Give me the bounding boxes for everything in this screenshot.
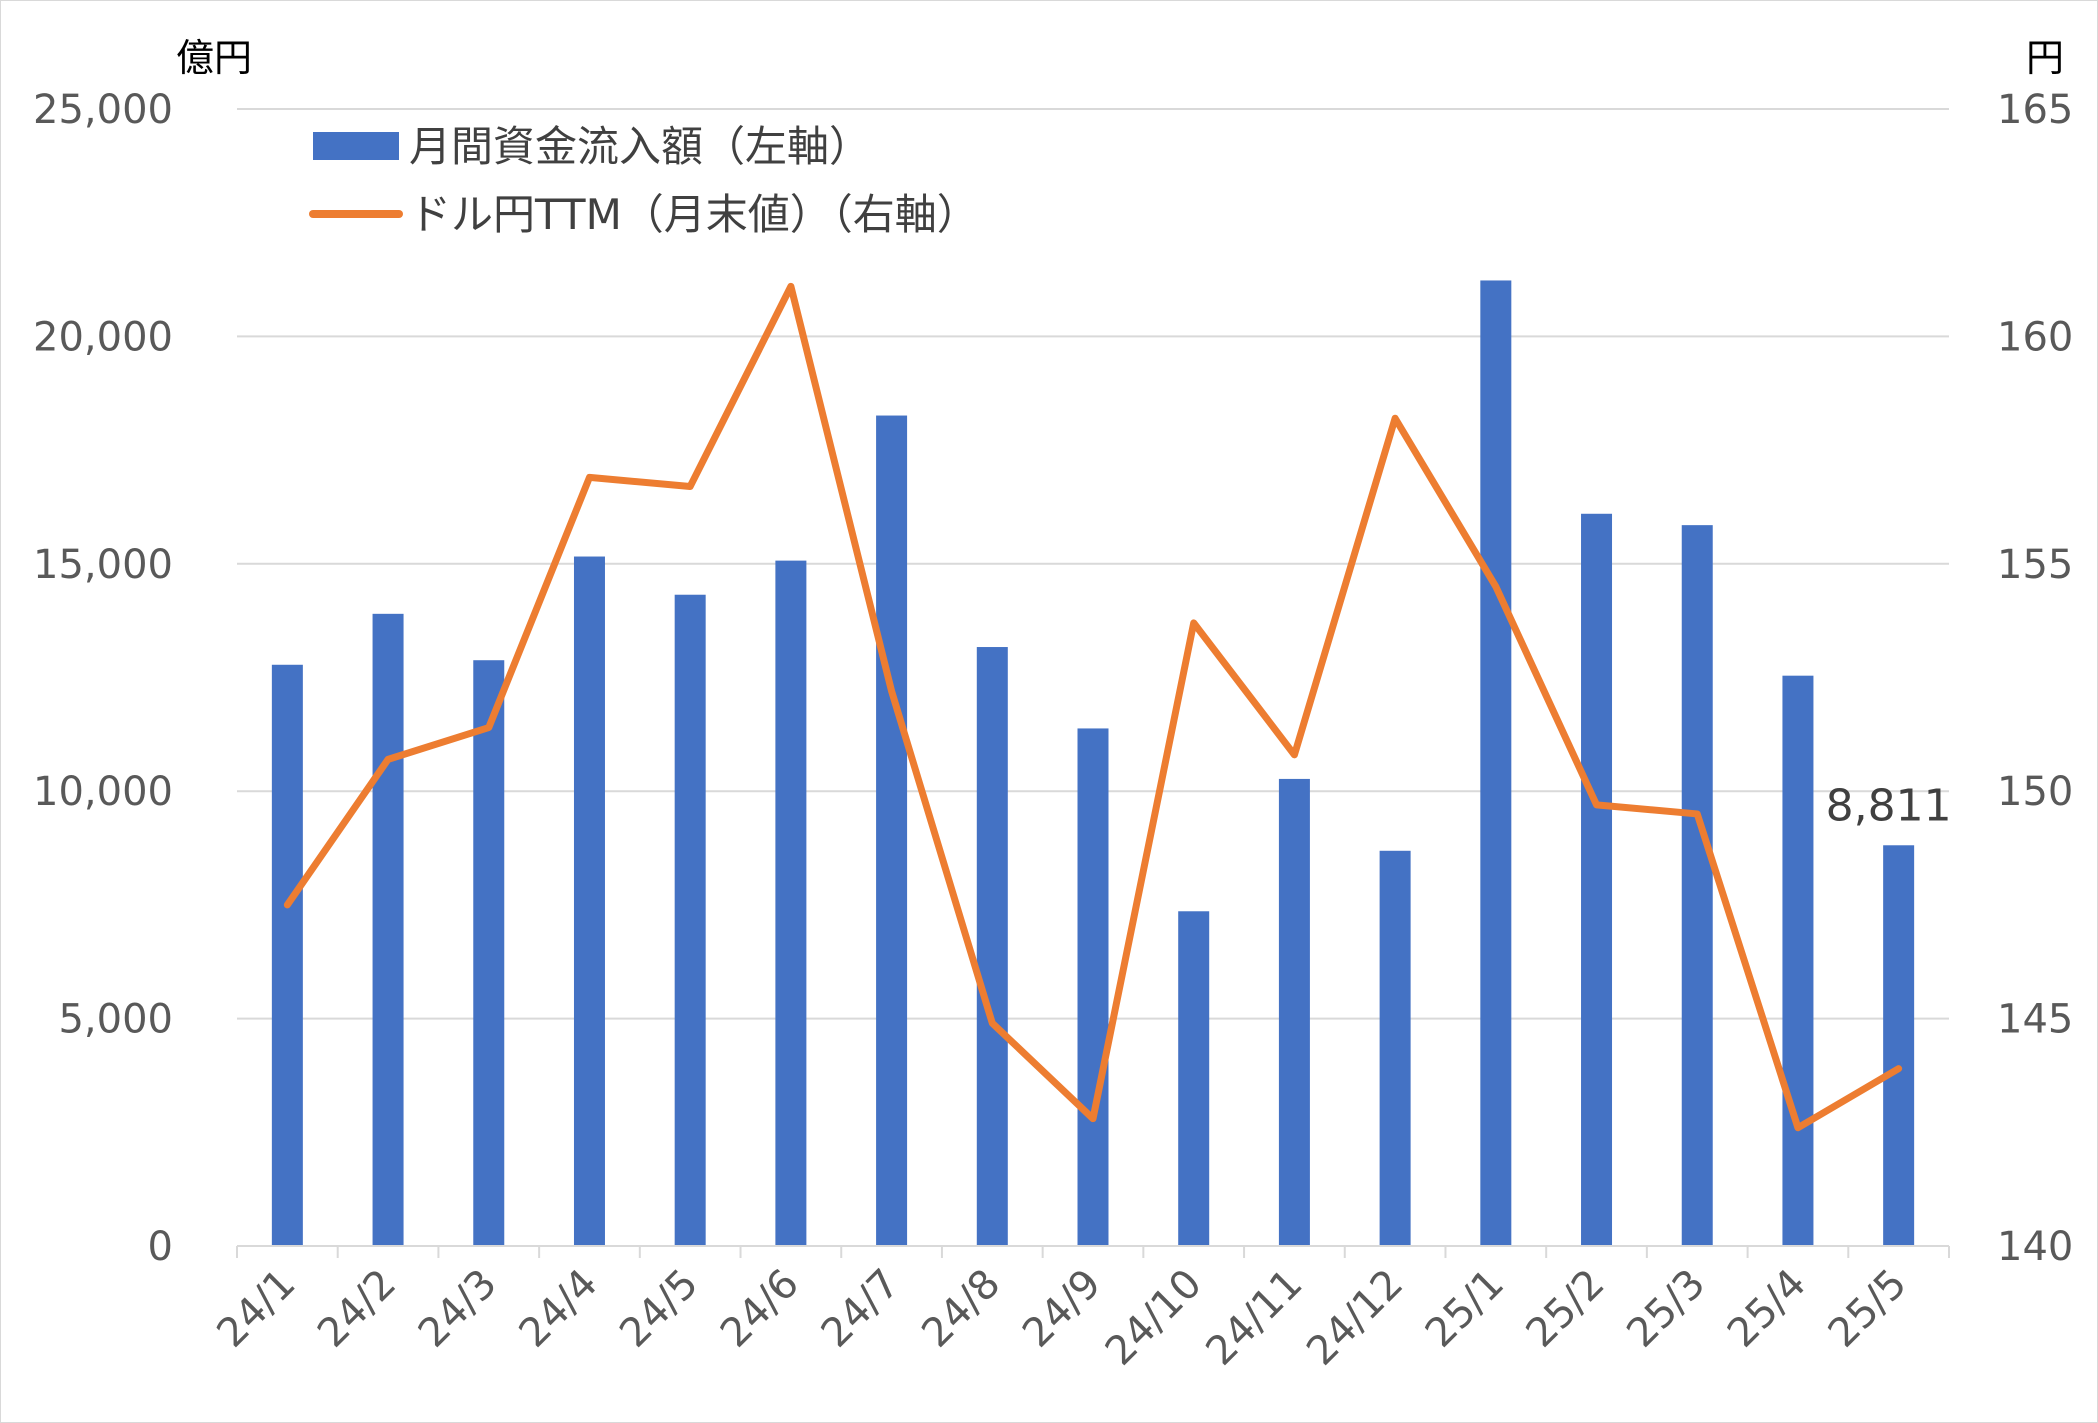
bar: [473, 660, 505, 1246]
line-point: [1193, 622, 1195, 624]
line-point: [588, 476, 590, 478]
x-axis-tick-label: 24/7: [813, 1261, 909, 1357]
x-axis-tick-label: 24/12: [1298, 1261, 1412, 1375]
right-y-axis: 円 140 145 150 155 160 165: [1997, 36, 2073, 1270]
x-axis-tick-label: 24/10: [1097, 1261, 1211, 1375]
x-axis-tick-label: 25/4: [1719, 1261, 1815, 1357]
legend-line-label: ドル円TTM（月末値）（右軸）: [409, 190, 979, 239]
x-axis-tick-label: 25/5: [1820, 1261, 1916, 1357]
line-point: [1394, 417, 1396, 419]
bar: [1480, 280, 1512, 1246]
bar: [271, 664, 303, 1246]
bar: [1278, 778, 1310, 1246]
line-point: [790, 285, 792, 287]
bar: [372, 613, 404, 1246]
right-axis-tick-label: 145: [1997, 997, 2073, 1043]
right-axis-tick-label: 140: [1997, 1224, 2073, 1270]
bar: [1883, 845, 1915, 1246]
line-point: [1092, 1118, 1094, 1120]
right-axis-tick-label: 160: [1997, 314, 2073, 360]
left-y-axis: 億円 0 5,000 10,000 15,000 20,000 25,000: [33, 36, 252, 1270]
left-axis-tick-label: 15,000: [33, 542, 173, 588]
left-axis-tick-label: 10,000: [33, 769, 173, 815]
x-axis-tick-label: 24/4: [510, 1261, 606, 1357]
right-axis-tick-label: 150: [1997, 769, 2073, 815]
bar: [1581, 513, 1613, 1246]
gridlines: [237, 108, 1949, 1020]
bar: [876, 415, 908, 1247]
left-axis-tick-label: 5,000: [58, 997, 173, 1043]
line-point: [689, 485, 691, 487]
bar: [976, 647, 1008, 1246]
x-axis-tick-label: 24/2: [309, 1261, 405, 1357]
legend-bar-label: 月間資金流入額（左軸）: [409, 122, 871, 171]
right-axis-unit: 円: [2026, 36, 2064, 80]
line-point: [387, 758, 389, 760]
left-axis-tick-label: 25,000: [33, 87, 173, 133]
x-axis-tick-label: 24/1: [208, 1261, 304, 1357]
line-point: [1596, 804, 1598, 806]
bar-data-label: 8,811: [1826, 780, 1952, 831]
x-axis-tick-label: 25/2: [1518, 1261, 1614, 1357]
left-axis-tick-label: 0: [148, 1224, 173, 1270]
bar: [1379, 850, 1411, 1246]
line-point: [1898, 1068, 1900, 1070]
right-axis-tick-label: 165: [1997, 87, 2073, 133]
x-axis-tick-label: 24/3: [410, 1261, 506, 1357]
x-axis: 24/1 24/2 24/3 24/4 24/5 24/6 24/7 24/8 24/924/1…: [208, 1245, 1950, 1375]
left-axis-tick-label: 20,000: [33, 314, 173, 360]
line-point: [1293, 754, 1295, 756]
line-point: [1495, 586, 1497, 588]
bar: [1681, 525, 1713, 1246]
bar: [674, 594, 706, 1246]
data-labels: 8,811: [1826, 780, 1952, 831]
x-axis-tick-label: 25/3: [1618, 1261, 1714, 1357]
bar: [1178, 911, 1210, 1246]
x-axis-tick-label: 24/6: [712, 1261, 808, 1357]
line-point: [286, 904, 288, 906]
bar-series: [271, 280, 1915, 1247]
bar: [573, 556, 605, 1246]
x-axis-tick-label: 24/5: [611, 1261, 707, 1357]
bar: [1077, 728, 1109, 1246]
line-point: [1797, 1127, 1799, 1129]
right-axis-tick-label: 155: [1997, 542, 2073, 588]
line-point: [488, 727, 490, 729]
line-point: [1696, 813, 1698, 815]
x-axis-tick-label: 24/8: [913, 1261, 1009, 1357]
bar: [775, 560, 807, 1246]
line-point: [991, 1022, 993, 1024]
line-point: [891, 690, 893, 692]
x-axis-tick-label: 25/1: [1417, 1261, 1513, 1357]
line-series: [283, 282, 1903, 1132]
legend: 月間資金流入額（左軸） ドル円TTM（月末値）（右軸）: [309, 122, 979, 239]
bar: [1782, 675, 1814, 1246]
legend-bar-swatch: [313, 132, 399, 160]
x-axis-tick-label: 24/11: [1197, 1261, 1311, 1375]
left-axis-unit: 億円: [176, 36, 252, 80]
